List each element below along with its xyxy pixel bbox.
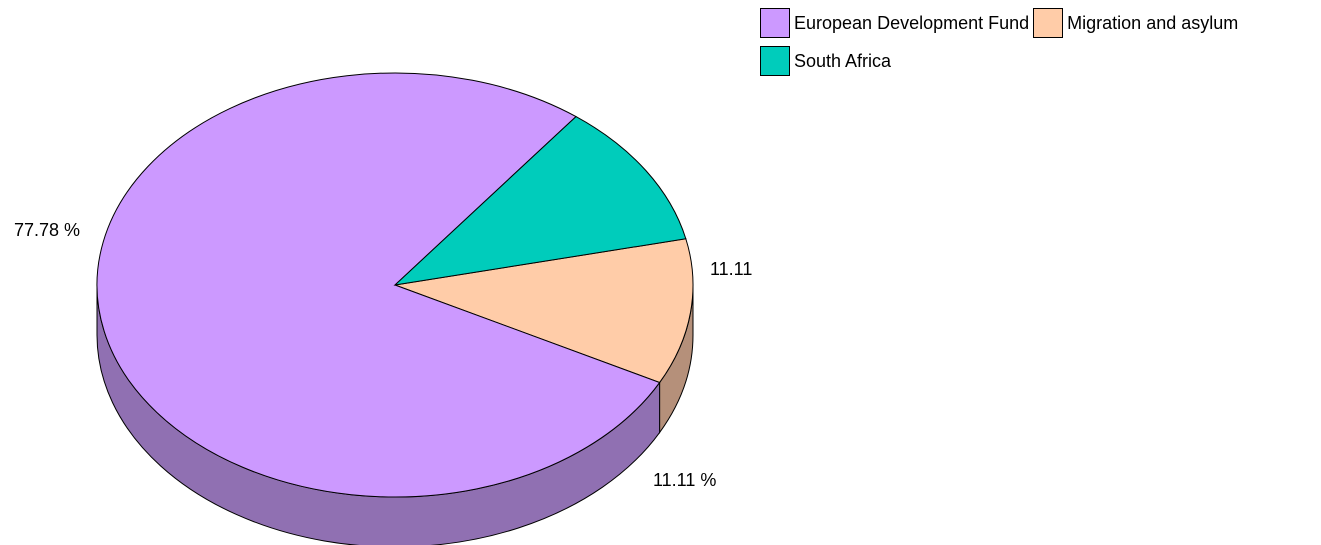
legend-swatch xyxy=(760,8,790,38)
pie-label-south-africa: 11.11 xyxy=(710,259,752,279)
pie-slice-south-africa xyxy=(393,115,687,286)
legend-item-european-development-fund: European Development Fund xyxy=(760,8,1029,38)
legend: European Development Fund Migration and a… xyxy=(760,8,1320,76)
pie-tops xyxy=(96,72,694,498)
pie-label-european-development-fund: 77.78 % xyxy=(14,220,80,240)
pie-labels: 77.78 % 11.11 % 11.11 xyxy=(14,220,752,490)
legend-swatch xyxy=(1033,8,1064,38)
legend-label: European Development Fund xyxy=(794,12,1030,33)
legend-label: Migration and asylum xyxy=(1067,12,1239,33)
legend-label: South Africa xyxy=(794,50,892,71)
legend-swatch xyxy=(760,46,790,76)
pie-slice-migration-and-asylum xyxy=(393,238,694,384)
legend-item-migration-and-asylum: Migration and asylum xyxy=(1033,8,1238,38)
pie-slice-european-development-fund xyxy=(96,72,661,498)
legend-item-south-africa: South Africa xyxy=(760,46,891,76)
pie-label-migration-and-asylum: 11.11 % xyxy=(653,470,716,490)
